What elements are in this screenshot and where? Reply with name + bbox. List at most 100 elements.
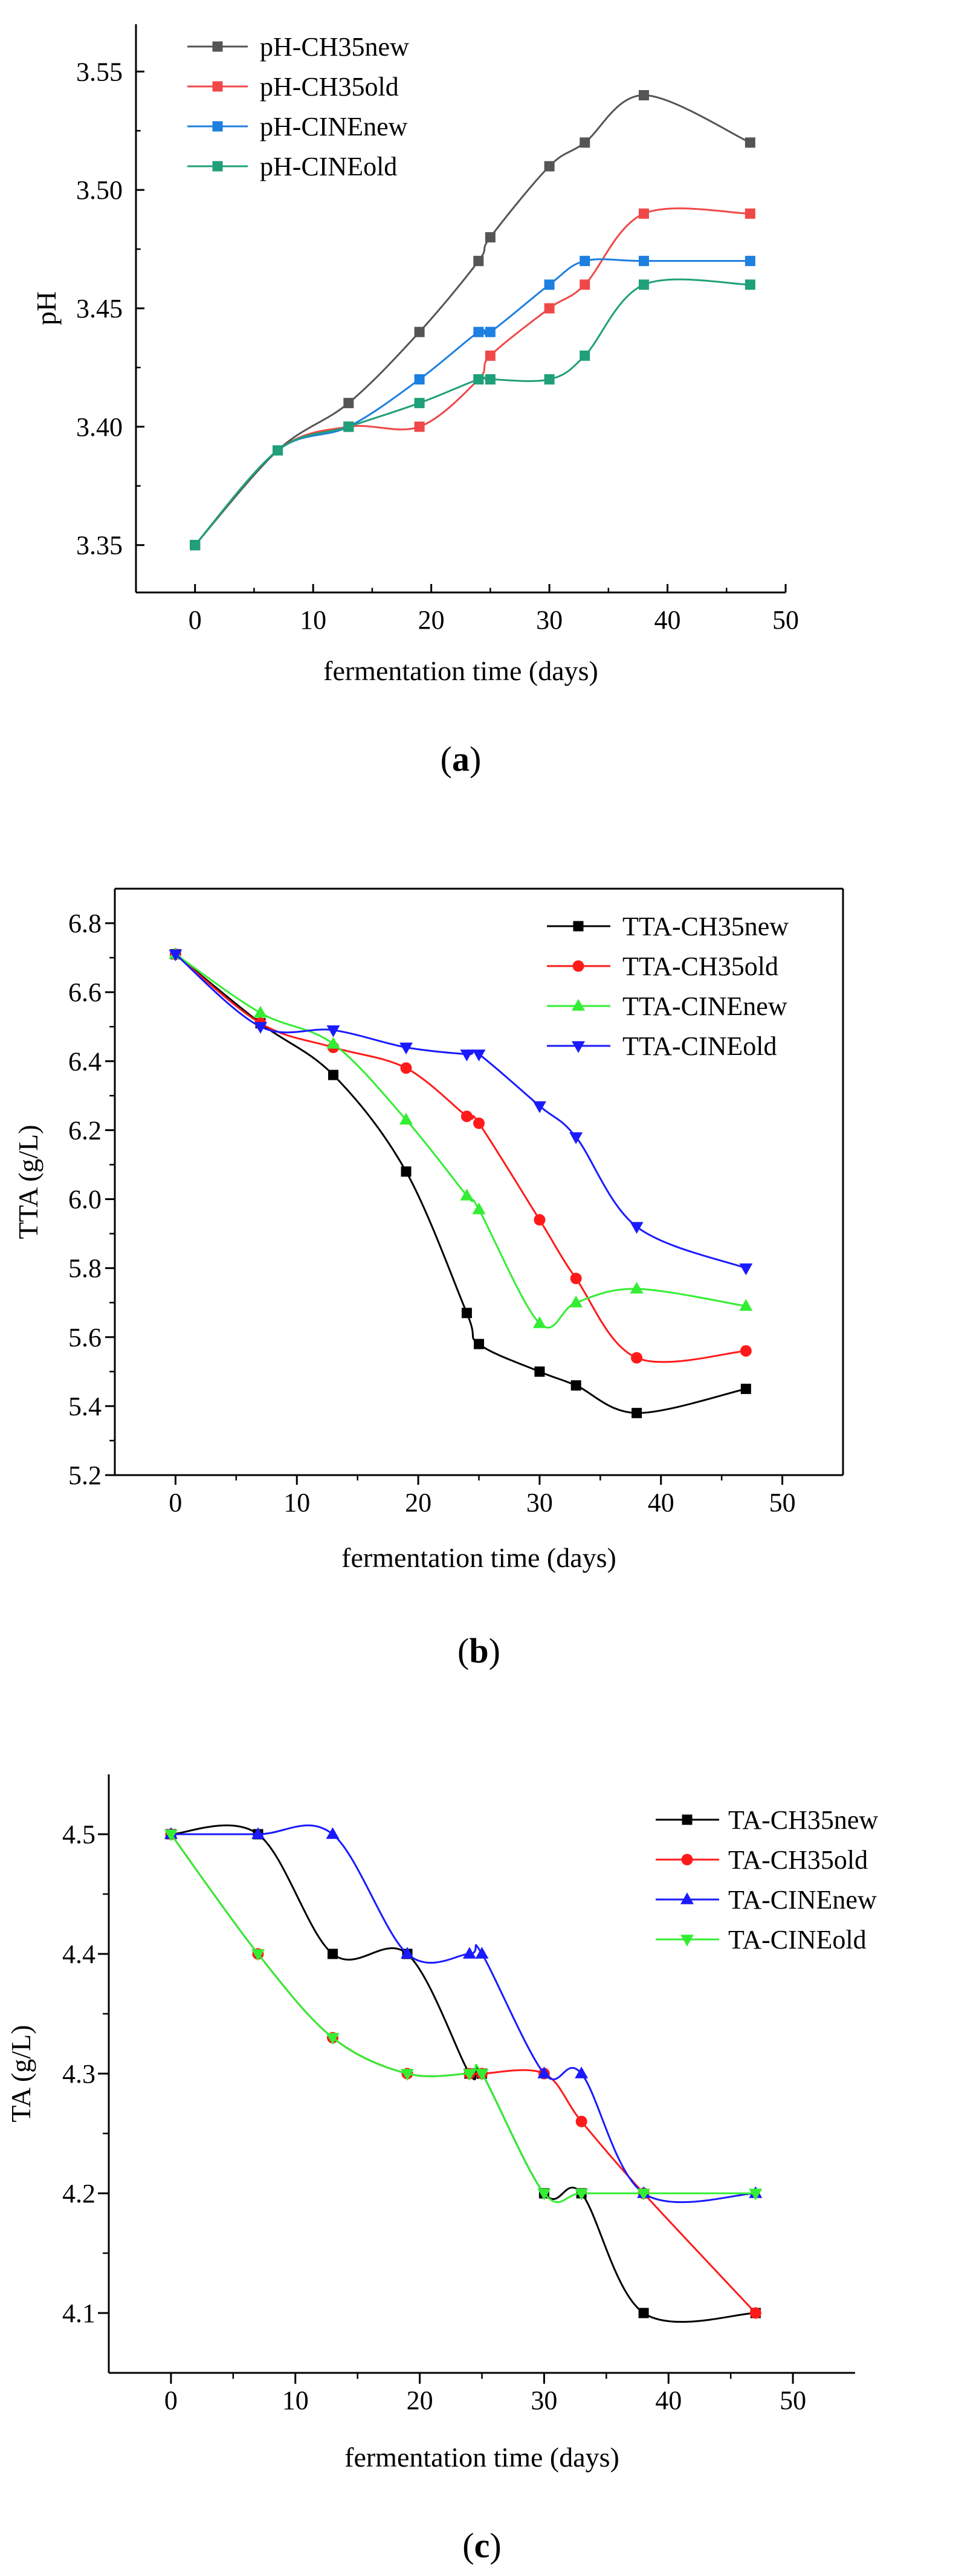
data-point: [326, 1827, 340, 1839]
data-point: [630, 1282, 644, 1294]
data-point: [745, 279, 755, 290]
x-tick-label: 10: [283, 1488, 310, 1517]
legend: pH-CH35new pH-CH35old pH-CINEnew pH-CINEold: [187, 32, 409, 181]
y-tick-label: 3.40: [76, 412, 123, 442]
series-line-3: [175, 953, 746, 1270]
legend-marker: [681, 1854, 693, 1866]
y-tick-label: 6.2: [68, 1115, 102, 1145]
data-point: [544, 374, 555, 384]
data-point: [401, 1166, 412, 1177]
data-point: [273, 445, 283, 456]
data-point: [474, 1338, 484, 1349]
data-point: [460, 1111, 473, 1123]
series-line-3: [194, 278, 751, 546]
data-point: [580, 279, 590, 290]
legend-label: pH-CINEnew: [260, 112, 408, 141]
x-tick-label: 40: [654, 605, 681, 635]
data-point: [462, 1947, 476, 1959]
data-point: [328, 1948, 338, 1959]
y-tick-label: 3.55: [76, 57, 123, 86]
data-point: [638, 279, 649, 290]
y-tick-label: 5.6: [68, 1323, 102, 1352]
legend-label: TA-CH35new: [728, 1805, 878, 1835]
chart-panel-a: 0 10 20 30 40 50 3.35 3.40 3.45 3.50 3.55 fermentat…: [31, 24, 799, 779]
y-axis-label: TTA (g/L): [13, 1124, 44, 1239]
data-point: [637, 2188, 651, 2201]
data-point: [638, 208, 649, 219]
y-tick-label: 4.3: [62, 2059, 95, 2089]
data-point: [462, 2069, 476, 2081]
panel-label: (a): [441, 739, 482, 779]
legend-marker: [212, 121, 223, 132]
data-point: [740, 1383, 751, 1394]
data-point: [326, 2033, 340, 2045]
data-point: [190, 540, 201, 551]
legend-label: pH-CH35old: [260, 72, 399, 102]
series-line-3: [170, 1834, 756, 2204]
y-tick-label: 6.0: [68, 1185, 102, 1215]
x-tick-label: 0: [164, 2386, 178, 2415]
legend-marker: [212, 161, 223, 172]
data-point: [537, 2066, 551, 2078]
legend-marker: [573, 921, 584, 932]
legend-label: TTA-CINEold: [622, 1031, 777, 1061]
data-point: [401, 2069, 414, 2081]
legend-marker: [682, 1814, 693, 1825]
data-point: [537, 2188, 551, 2201]
data-point: [343, 421, 354, 432]
data-point: [532, 1316, 546, 1328]
legend-marker: [572, 999, 585, 1011]
data-point: [399, 1042, 413, 1055]
legend-label: TTA-CH35new: [622, 912, 789, 941]
data-point: [473, 1117, 485, 1129]
data-point: [544, 303, 555, 314]
x-tick-label: 40: [648, 1488, 674, 1517]
x-axis-label: fermentation time (days): [344, 2442, 619, 2473]
data-point: [473, 326, 484, 337]
legend-label: TA-CINEnew: [728, 1885, 877, 1915]
data-point: [534, 1214, 546, 1226]
y-axis-label: TA (g/L): [5, 2025, 36, 2122]
y-tick-label: 4.1: [62, 2299, 95, 2328]
legend-marker: [572, 1041, 585, 1053]
data-point: [580, 350, 590, 361]
series-line-1: [175, 953, 746, 1363]
y-tick-label: 4.4: [62, 1939, 95, 1969]
data-point: [544, 161, 555, 172]
x-tick-label: 20: [418, 605, 445, 635]
data-point: [631, 1352, 643, 1364]
data-point: [460, 1050, 474, 1062]
y-tick-label: 6.4: [68, 1046, 102, 1076]
legend-label: pH-CINEold: [260, 152, 397, 181]
y-axis-label: pH: [31, 291, 62, 325]
data-point: [251, 1949, 265, 1961]
data-point: [485, 350, 496, 361]
y-tick-label: 5.8: [68, 1254, 102, 1283]
data-point: [575, 2066, 589, 2078]
data-point: [485, 326, 496, 337]
data-point: [580, 256, 590, 267]
y-tick-label: 3.35: [76, 531, 123, 560]
data-point: [485, 374, 496, 384]
x-tick-label: 30: [526, 1488, 553, 1517]
x-tick-label: 0: [189, 605, 202, 635]
data-point: [472, 1202, 486, 1215]
legend-marker: [212, 81, 223, 92]
data-point: [570, 1380, 581, 1391]
x-tick-label: 30: [531, 2386, 557, 2415]
data-point: [745, 208, 755, 219]
data-point: [326, 1025, 340, 1037]
x-tick-label: 20: [407, 2386, 433, 2415]
legend-label: TA-CINEold: [728, 1925, 867, 1955]
data-point: [749, 2307, 761, 2319]
data-point: [739, 1263, 753, 1276]
y-tick-label: 3.50: [76, 175, 123, 205]
data-point: [485, 232, 496, 242]
data-point: [414, 326, 425, 337]
data-point: [475, 1947, 489, 1959]
data-point: [570, 1273, 582, 1285]
data-point: [638, 256, 649, 267]
series-line-2: [175, 953, 746, 1329]
x-tick-label: 0: [169, 1488, 182, 1517]
